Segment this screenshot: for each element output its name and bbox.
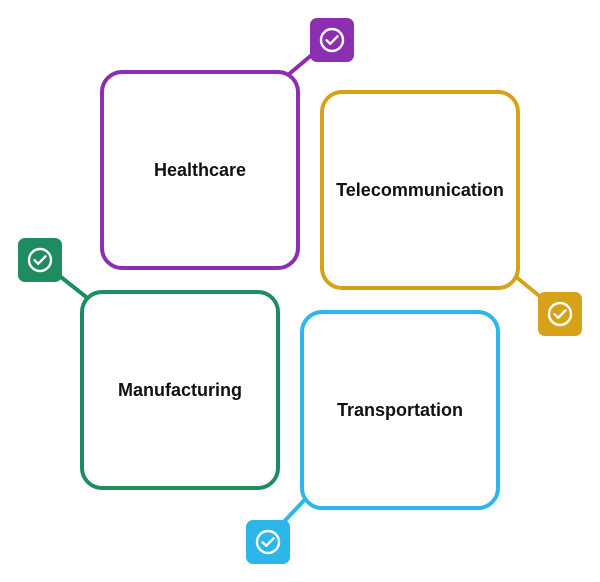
box-manufacturing-label: Manufacturing: [118, 380, 242, 401]
box-manufacturing: Manufacturing: [80, 290, 280, 490]
checkmark-circle-icon: [26, 246, 54, 274]
checkmark-circle-icon: [546, 300, 574, 328]
checkmark-circle-icon: [318, 26, 346, 54]
diagram-stage: Healthcare Telecommunication Manufacturi…: [0, 0, 600, 582]
box-healthcare: Healthcare: [100, 70, 300, 270]
box-transportation: Transportation: [300, 310, 500, 510]
box-telecommunication-label: Telecommunication: [336, 180, 504, 201]
box-healthcare-label: Healthcare: [154, 160, 246, 181]
badge-telecommunication: [538, 292, 582, 336]
badge-healthcare: [310, 18, 354, 62]
checkmark-circle-icon: [254, 528, 282, 556]
box-telecommunication: Telecommunication: [320, 90, 520, 290]
badge-manufacturing: [18, 238, 62, 282]
box-transportation-label: Transportation: [337, 400, 463, 421]
badge-transportation: [246, 520, 290, 564]
